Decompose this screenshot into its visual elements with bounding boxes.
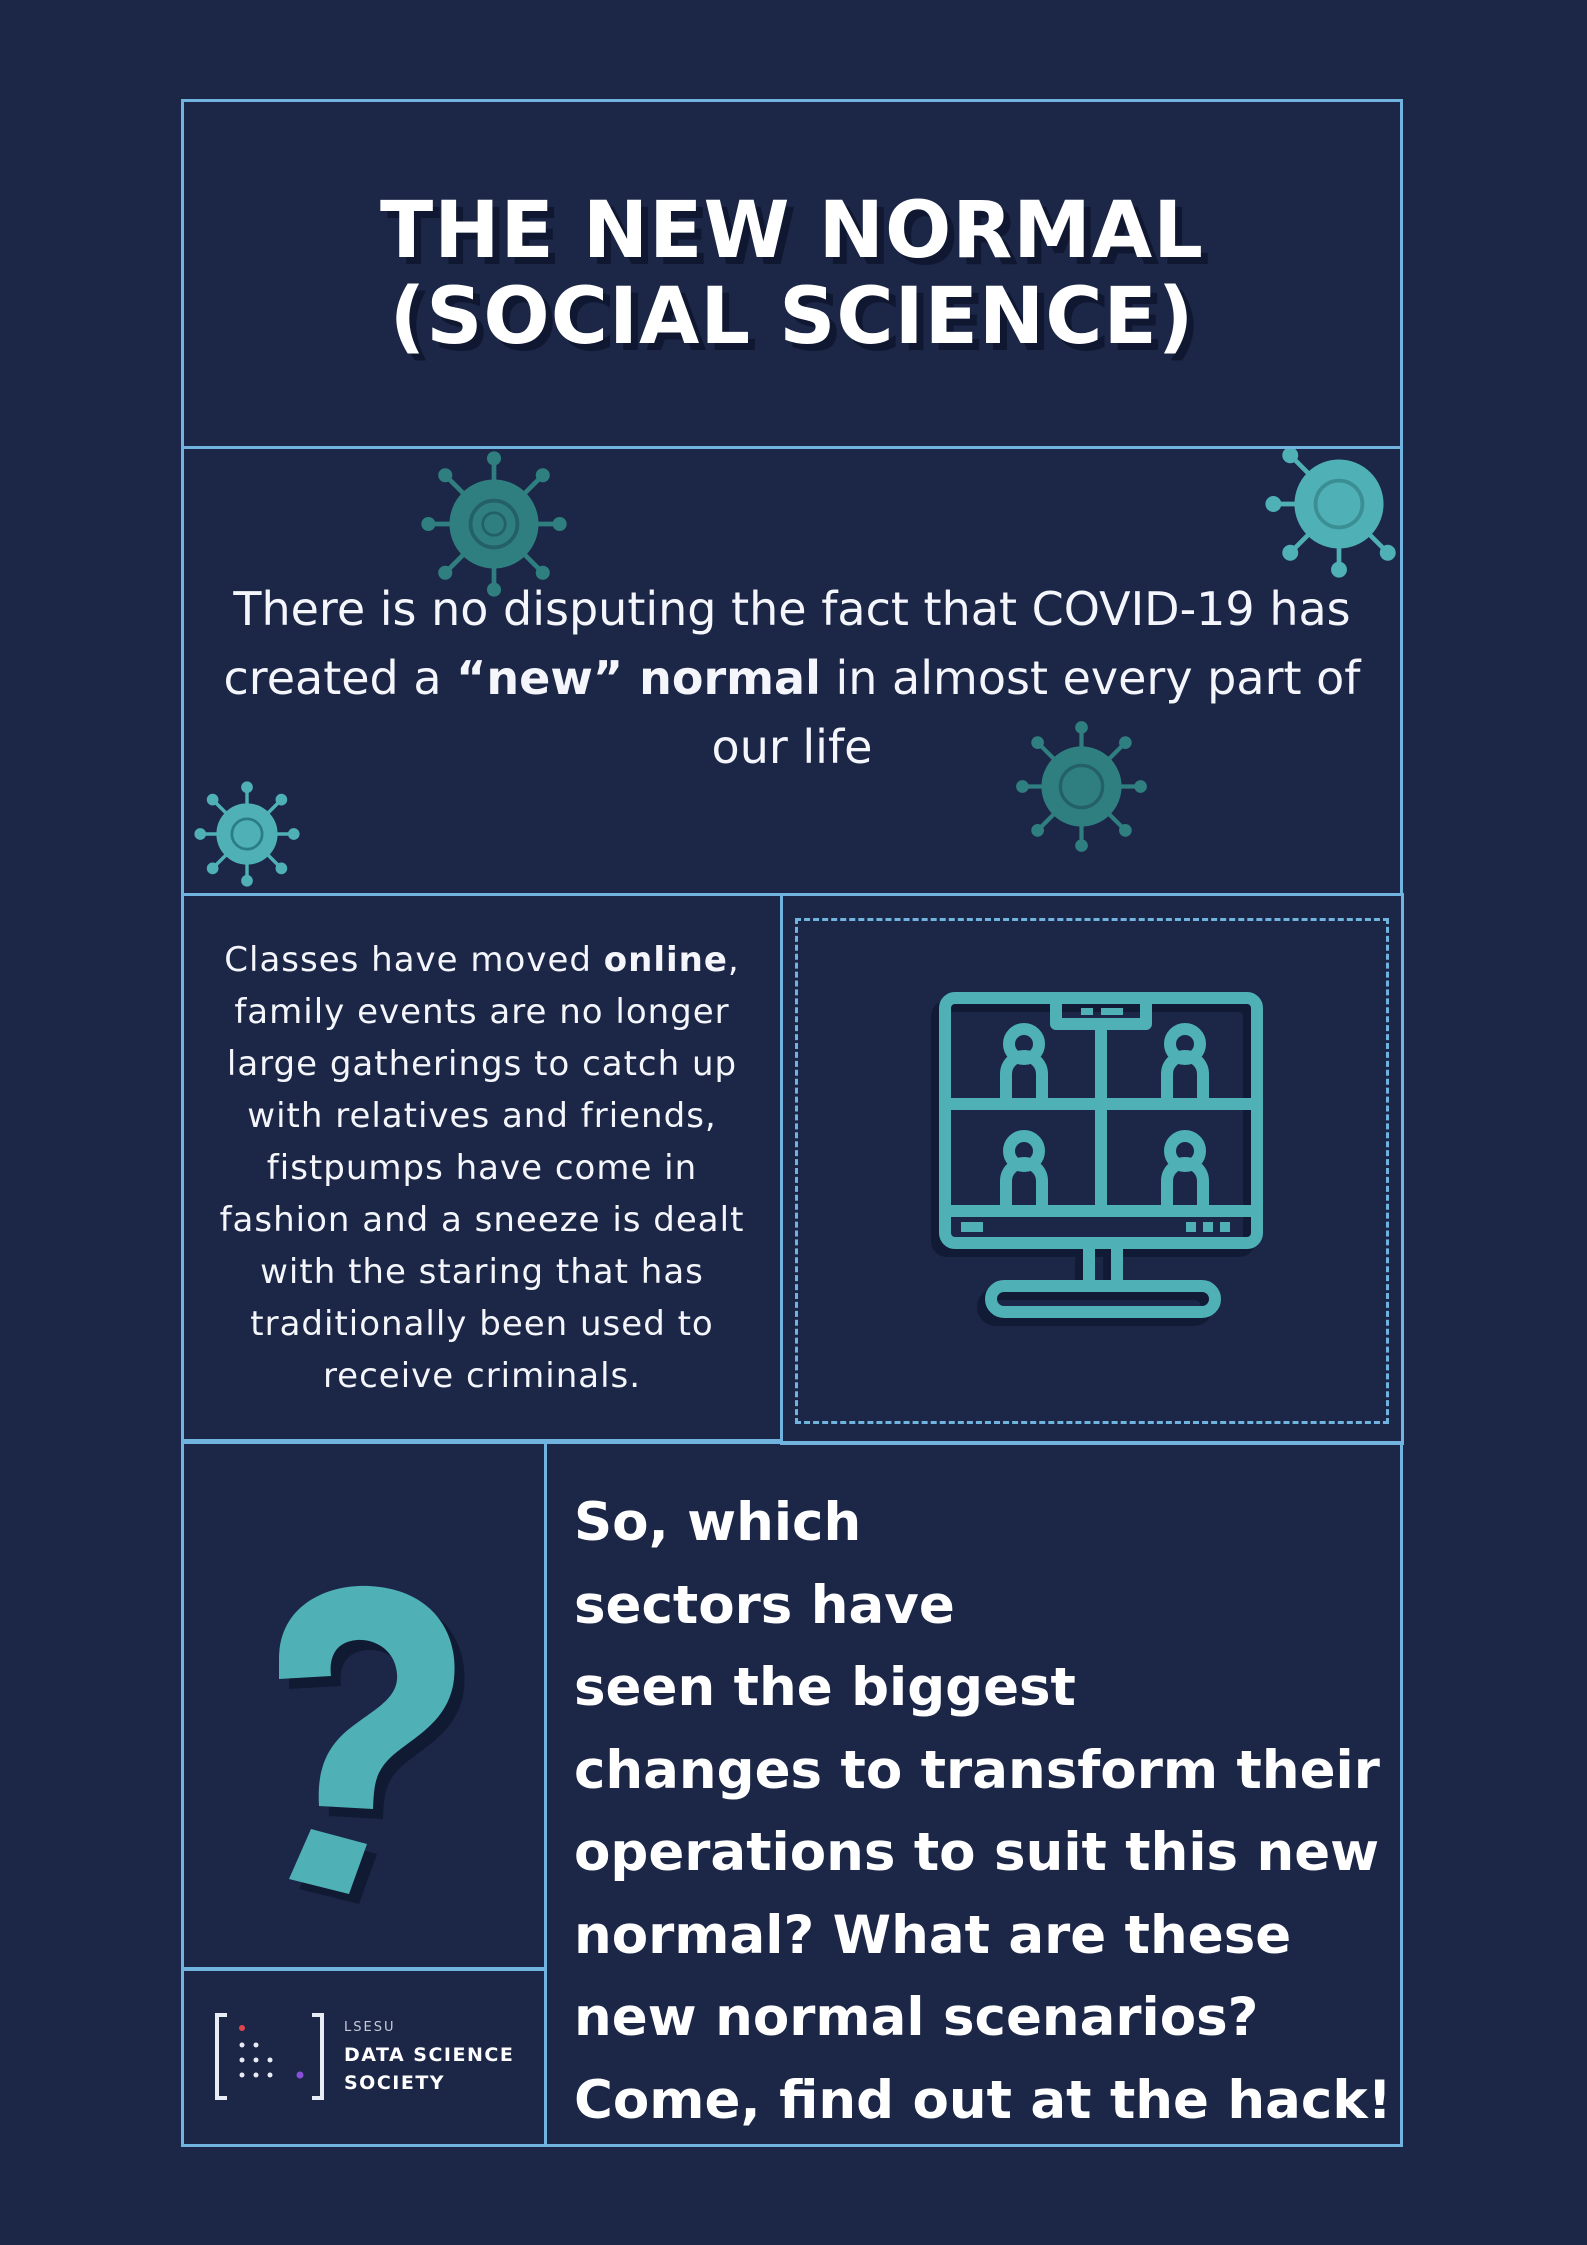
logo-line-1: DATA SCIENCE xyxy=(344,2044,515,2066)
intro-text-part: in almost every part of our life xyxy=(711,651,1361,774)
question-line: Come, find out at the hack! xyxy=(574,2069,1392,2131)
intro-text-part: There is no disputing the fact that COVI… xyxy=(223,582,1351,705)
intro-text: There is no disputing the fact that COVI… xyxy=(184,575,1400,782)
question-line: new normal scenarios? xyxy=(574,1987,1259,2048)
question-line: normal? What are these xyxy=(574,1904,1292,1966)
question-mark-icon xyxy=(279,1585,465,1904)
classes-text-part: , family events are no longer large gath… xyxy=(219,939,745,1396)
question-text: So, which sectors have seen the biggest … xyxy=(574,1482,1392,2142)
virus-icon xyxy=(1265,449,1396,578)
question-line: seen the biggest xyxy=(574,1657,1076,1718)
question-panel: So, which sectors have seen the biggest … xyxy=(544,1441,1403,2147)
title-panel: THE NEW NORMAL (SOCIAL SCIENCE) xyxy=(181,99,1403,449)
virus-icon xyxy=(1016,721,1147,852)
classes-panel: Classes have moved online, family events… xyxy=(181,893,783,1442)
question-line: sectors have xyxy=(574,1574,955,1636)
question-line: operations to suit this new xyxy=(574,1822,1380,1883)
virus-icon xyxy=(421,451,567,597)
page-title: THE NEW NORMAL (SOCIAL SCIENCE) xyxy=(380,188,1204,360)
virus-icon xyxy=(194,781,300,887)
classes-emphasis: online xyxy=(603,939,728,980)
logo-text: LSESU DATA SCIENCE SOCIETY xyxy=(344,2020,514,2097)
question-mark-panel xyxy=(181,1441,547,1971)
classes-text-part: Classes have moved xyxy=(224,939,604,980)
video-conference-monitor-icon xyxy=(931,992,1263,1326)
title-line-2: (SOCIAL SCIENCE) xyxy=(389,272,1195,362)
question-line: changes to transform their xyxy=(574,1739,1380,1801)
intro-panel: There is no disputing the fact that COVI… xyxy=(181,446,1403,896)
title-line-1: THE NEW NORMAL xyxy=(379,186,1204,276)
video-call-panel xyxy=(780,893,1404,1445)
data-science-society-logo xyxy=(215,2013,324,2100)
logo-small-text: LSESU xyxy=(344,2020,396,2035)
logo-panel: LSESU DATA SCIENCE SOCIETY xyxy=(181,1967,547,2147)
intro-emphasis: “new” normal xyxy=(456,651,821,705)
question-line: So, which xyxy=(574,1492,862,1553)
dashed-border xyxy=(795,918,1389,1424)
logo-line-2: SOCIETY xyxy=(344,2072,446,2094)
classes-text: Classes have moved online, family events… xyxy=(212,934,752,1402)
